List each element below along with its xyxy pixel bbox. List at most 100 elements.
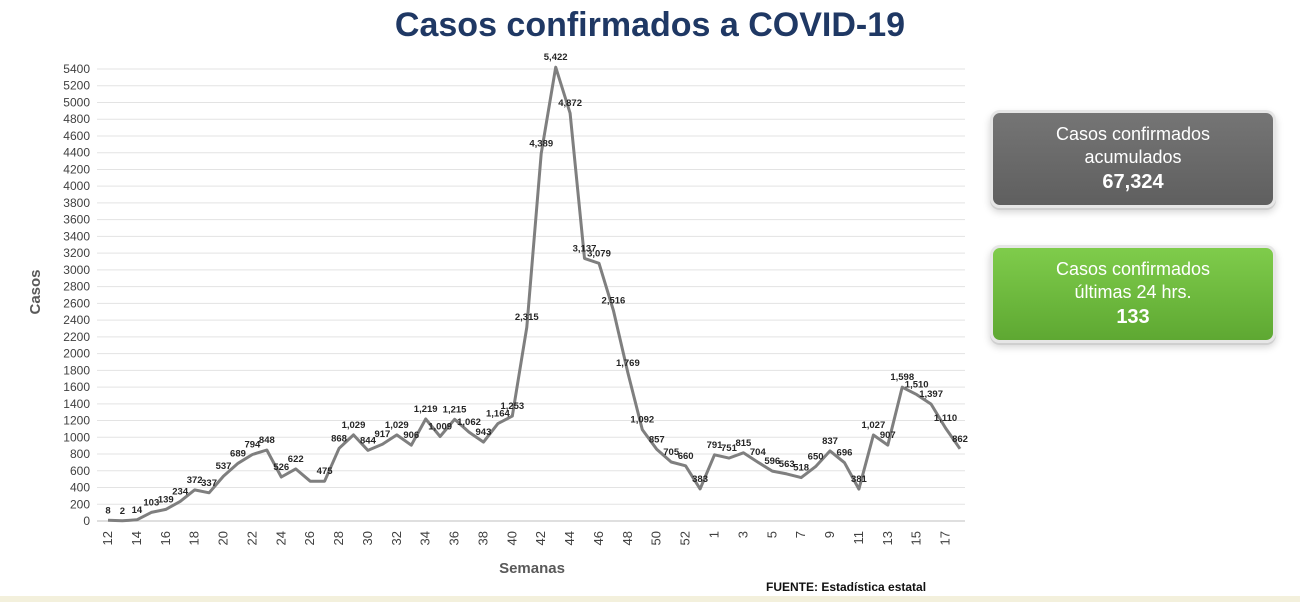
y-tick-label: 1400 xyxy=(63,397,90,411)
data-label: 1,029 xyxy=(342,420,366,431)
data-label: 907 xyxy=(880,430,896,441)
data-label: 844 xyxy=(360,435,377,446)
data-label: 1,510 xyxy=(905,380,929,391)
data-label: 103 xyxy=(143,497,159,508)
y-tick-label: 2400 xyxy=(63,313,90,327)
y-tick-label: 1000 xyxy=(63,430,90,444)
x-tick-label: 12 xyxy=(100,531,115,545)
x-tick-label: 1 xyxy=(707,531,722,538)
x-tick-label: 48 xyxy=(620,531,635,545)
data-label: 526 xyxy=(273,462,289,473)
x-tick-label: 52 xyxy=(678,531,693,545)
data-label: 2,315 xyxy=(515,312,539,323)
data-label: 381 xyxy=(851,474,868,485)
accumulated-cases-card: Casos confirmados acumulados 67,324 xyxy=(990,110,1276,208)
data-label: 622 xyxy=(288,454,304,465)
y-tick-label: 4200 xyxy=(63,162,90,176)
x-tick-label: 5 xyxy=(764,531,779,538)
data-label: 4,872 xyxy=(558,98,582,109)
data-label: 1,598 xyxy=(890,372,914,383)
data-label: 1,769 xyxy=(616,358,640,369)
data-label: 4,389 xyxy=(529,139,553,150)
y-tick-label: 4000 xyxy=(63,179,90,193)
y-tick-label: 2200 xyxy=(63,330,90,344)
y-tick-label: 1600 xyxy=(63,380,90,394)
x-axis-label: Semanas xyxy=(499,560,565,577)
x-tick-label: 18 xyxy=(187,531,202,545)
data-label: 791 xyxy=(707,440,724,451)
data-label: 5,422 xyxy=(544,52,568,63)
data-label: 660 xyxy=(678,451,694,462)
data-label: 596 xyxy=(764,456,780,467)
data-label: 234 xyxy=(172,486,189,497)
y-tick-label: 0 xyxy=(83,514,90,528)
y-tick-label: 5000 xyxy=(63,95,90,109)
y-tick-label: 3600 xyxy=(63,213,90,227)
last-24h-cases-card: Casos confirmados últimas 24 hrs. 133 xyxy=(990,245,1276,343)
x-axis-ticks: 12 14 16 18 20 22 24 26 28 30 32 34 36 38 40 42 44 46 48 50… xyxy=(100,531,953,545)
x-tick-label: 34 xyxy=(418,531,433,545)
x-tick-label: 38 xyxy=(475,531,490,545)
data-label: 1,215 xyxy=(443,404,467,415)
page-title: Casos confirmados a COVID-19 xyxy=(394,6,906,44)
y-tick-label: 3400 xyxy=(63,229,90,243)
y-tick-label: 3200 xyxy=(63,246,90,260)
data-label: 563 xyxy=(779,459,795,470)
x-tick-label: 28 xyxy=(331,531,346,545)
data-label: 696 xyxy=(837,448,853,459)
x-tick-label: 50 xyxy=(649,531,664,545)
data-label: 862 xyxy=(952,434,968,445)
last24-card-line2: últimas 24 hrs. xyxy=(1074,282,1192,302)
x-tick-label: 15 xyxy=(909,531,924,545)
y-tick-label: 2600 xyxy=(63,296,90,310)
x-tick-label: 36 xyxy=(447,531,462,545)
x-tick-label: 26 xyxy=(302,531,317,545)
x-tick-label: 3 xyxy=(735,531,750,538)
data-label: 537 xyxy=(216,461,232,472)
data-label: 704 xyxy=(750,447,767,458)
y-tick-label: 1200 xyxy=(63,414,90,428)
data-label: 337 xyxy=(201,478,217,489)
data-label: 1,253 xyxy=(500,401,524,412)
y-tick-label: 2800 xyxy=(63,280,90,294)
data-label: 705 xyxy=(663,447,680,458)
data-label: 383 xyxy=(692,474,708,485)
x-tick-label: 20 xyxy=(216,531,231,545)
y-axis-ticks: 0 200 400 600 800 1000 1200 1400 1600 1800 2000 220… xyxy=(63,62,90,528)
y-tick-label: 3800 xyxy=(63,196,90,210)
x-tick-label: 9 xyxy=(822,531,837,538)
y-tick-label: 4800 xyxy=(63,112,90,126)
x-tick-label: 42 xyxy=(533,531,548,545)
line-chart: 0200400600800100012001400160018002000220… xyxy=(27,52,968,577)
x-tick-label: 24 xyxy=(273,531,288,545)
series-line xyxy=(107,65,962,523)
data-label: 1,009 xyxy=(428,422,452,433)
x-tick-label: 16 xyxy=(158,531,173,545)
data-label: 1,164 xyxy=(486,409,510,420)
y-tick-label: 2000 xyxy=(63,347,90,361)
data-label: 943 xyxy=(476,427,492,438)
x-tick-label: 13 xyxy=(880,531,895,545)
data-label: 1,219 xyxy=(414,404,438,415)
y-tick-label: 4600 xyxy=(63,129,90,143)
y-tick-label: 200 xyxy=(70,497,90,511)
data-label: 475 xyxy=(317,466,334,477)
y-tick-label: 800 xyxy=(70,447,90,461)
accumulated-card-line2: acumulados xyxy=(1084,147,1182,167)
x-tick-label: 7 xyxy=(793,531,808,538)
x-tick-label: 14 xyxy=(129,531,144,545)
data-label: 139 xyxy=(158,494,174,505)
y-tick-label: 400 xyxy=(70,481,90,495)
data-label: 1,110 xyxy=(934,413,957,424)
x-tick-label: 17 xyxy=(938,531,953,545)
last24-card-line1: Casos confirmados xyxy=(1055,259,1211,279)
x-tick-label: 22 xyxy=(244,531,259,545)
last24-card-value: 133 xyxy=(1116,306,1150,328)
data-label: 848 xyxy=(259,435,275,446)
data-label: 868 xyxy=(331,433,347,444)
data-label: 917 xyxy=(374,429,390,440)
data-label: 1,029 xyxy=(385,420,409,431)
bottom-strip xyxy=(0,596,1300,602)
y-axis-label: Casos xyxy=(27,269,44,314)
